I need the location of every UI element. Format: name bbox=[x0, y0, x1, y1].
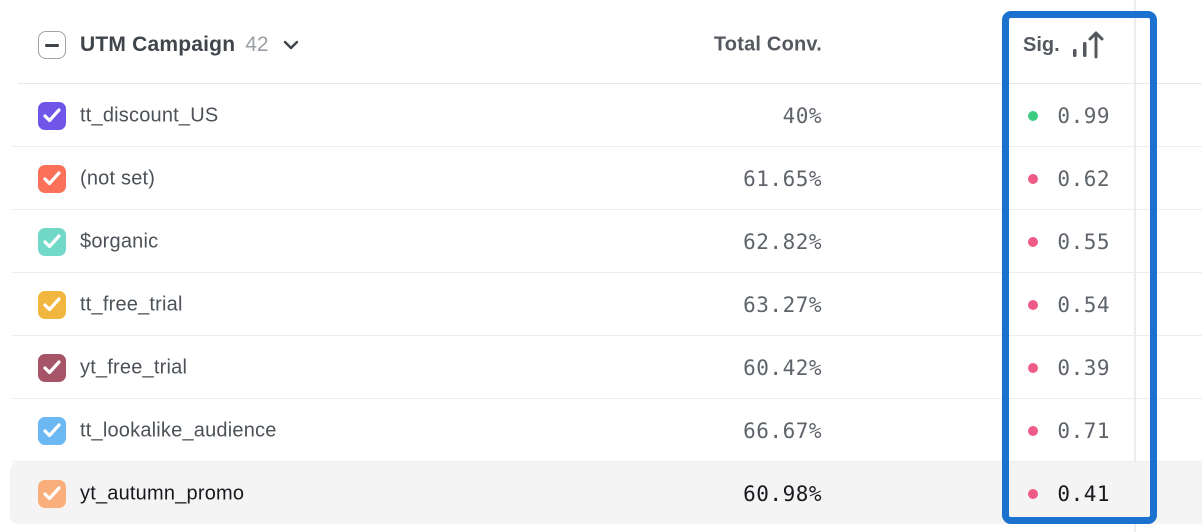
sig-column-header[interactable]: Sig. bbox=[1023, 30, 1105, 60]
table-header: UTM Campaign 42 Total Conv. Sig. bbox=[0, 0, 1202, 84]
campaign-name: tt_lookalike_audience bbox=[80, 419, 277, 441]
row-checkbox[interactable] bbox=[38, 164, 66, 193]
indeterminate-minus-icon bbox=[45, 43, 59, 47]
sort-ascending-icon[interactable] bbox=[1071, 30, 1105, 60]
row-count-badge: 42 bbox=[245, 33, 269, 56]
column-title: UTM Campaign bbox=[80, 33, 236, 56]
check-icon bbox=[43, 486, 61, 501]
total-conv-value: 61.65% bbox=[743, 166, 822, 191]
check-icon bbox=[43, 297, 61, 312]
header-divider bbox=[18, 83, 1202, 84]
total-conv-value: 63.27% bbox=[743, 292, 822, 317]
row-checkbox[interactable] bbox=[38, 353, 66, 382]
sig-status-dot bbox=[1028, 425, 1038, 436]
table-body: tt_discount_US 40% 0.99 (not set) 61.65%… bbox=[0, 84, 1202, 525]
sig-value: 0.62 bbox=[1057, 166, 1110, 191]
row-checkbox[interactable] bbox=[38, 479, 66, 508]
check-icon bbox=[43, 234, 61, 249]
total-conv-value: 66.67% bbox=[743, 418, 822, 443]
row-checkbox[interactable] bbox=[38, 227, 66, 256]
total-conv-column-header[interactable]: Total Conv. bbox=[713, 33, 822, 56]
total-conv-value: 60.42% bbox=[743, 355, 822, 380]
sig-status-dot bbox=[1028, 362, 1038, 373]
check-icon bbox=[43, 423, 61, 438]
sig-status-dot bbox=[1028, 488, 1038, 499]
sig-status-dot bbox=[1028, 173, 1038, 184]
table-row[interactable]: yt_free_trial 60.42% 0.39 bbox=[0, 336, 1202, 399]
table-row[interactable]: tt_lookalike_audience 66.67% 0.71 bbox=[0, 399, 1202, 462]
sig-status-dot bbox=[1028, 299, 1038, 310]
total-conv-value: 62.82% bbox=[743, 229, 822, 254]
table-row[interactable]: tt_free_trial 63.27% 0.54 bbox=[0, 273, 1202, 336]
sig-value: 0.55 bbox=[1057, 229, 1110, 254]
campaign-name: yt_autumn_promo bbox=[80, 482, 245, 504]
campaign-name: $organic bbox=[80, 230, 159, 252]
sig-column-separator bbox=[1134, 0, 1136, 532]
check-icon bbox=[43, 108, 61, 123]
sig-value: 0.41 bbox=[1057, 481, 1110, 506]
chevron-down-icon[interactable] bbox=[283, 40, 299, 50]
campaign-name: yt_free_trial bbox=[80, 356, 188, 378]
sig-status-dot bbox=[1028, 236, 1038, 247]
sig-value: 0.71 bbox=[1057, 418, 1110, 443]
table-row[interactable]: (not set) 61.65% 0.62 bbox=[0, 147, 1202, 210]
campaign-name: tt_discount_US bbox=[80, 104, 219, 126]
sig-column-label: Sig. bbox=[1023, 33, 1060, 56]
table-row[interactable]: tt_discount_US 40% 0.99 bbox=[0, 84, 1202, 147]
check-icon bbox=[43, 171, 61, 186]
sig-value: 0.54 bbox=[1057, 292, 1110, 317]
total-conv-value: 60.98% bbox=[743, 481, 822, 506]
sig-value: 0.99 bbox=[1057, 103, 1110, 128]
campaign-name: (not set) bbox=[80, 167, 156, 189]
sig-value: 0.39 bbox=[1057, 355, 1110, 380]
sig-status-dot bbox=[1028, 110, 1038, 121]
row-checkbox[interactable] bbox=[38, 290, 66, 319]
group-column-header[interactable]: UTM Campaign 42 bbox=[80, 33, 299, 57]
table-row[interactable]: $organic 62.82% 0.55 bbox=[0, 210, 1202, 273]
row-checkbox[interactable] bbox=[38, 416, 66, 445]
select-all-checkbox[interactable] bbox=[38, 31, 66, 59]
table-row[interactable]: yt_autumn_promo 60.98% 0.41 bbox=[0, 462, 1202, 525]
total-conv-value: 40% bbox=[782, 103, 822, 128]
check-icon bbox=[43, 360, 61, 375]
campaign-name: tt_free_trial bbox=[80, 293, 183, 315]
row-checkbox[interactable] bbox=[38, 101, 66, 130]
